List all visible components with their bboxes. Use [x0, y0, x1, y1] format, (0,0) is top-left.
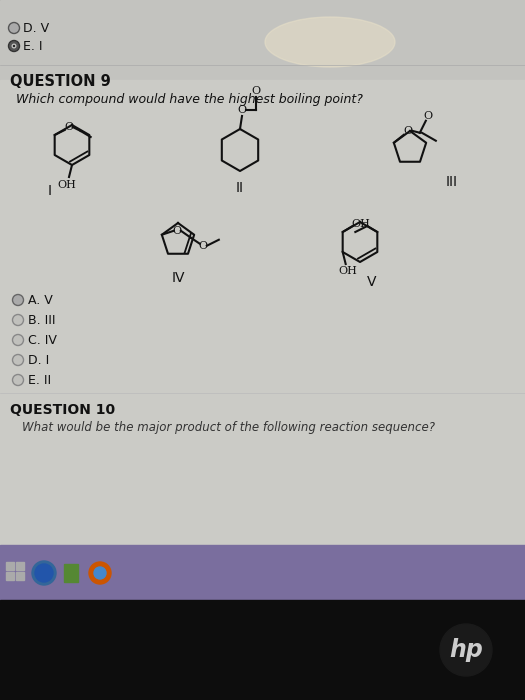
Bar	[16, 562, 24, 570]
Text: O: O	[251, 86, 260, 96]
Circle shape	[8, 22, 19, 34]
Circle shape	[13, 314, 24, 326]
Circle shape	[35, 564, 53, 582]
Circle shape	[89, 562, 111, 584]
Text: O: O	[198, 241, 207, 251]
Bar	[64, 564, 78, 582]
Bar	[6, 562, 14, 570]
Circle shape	[94, 567, 106, 579]
Text: hp: hp	[449, 638, 483, 662]
Text: C. IV: C. IV	[28, 333, 57, 346]
Text: IV: IV	[171, 271, 185, 285]
Circle shape	[13, 295, 24, 305]
Circle shape	[13, 374, 24, 386]
Text: V: V	[368, 275, 377, 289]
Text: III: III	[446, 175, 458, 189]
Bar	[0, 0, 525, 80]
Text: O: O	[403, 126, 413, 136]
Bar	[0, 545, 525, 600]
Text: Which compound would have the highest boiling point?: Which compound would have the highest bo…	[16, 92, 363, 106]
Circle shape	[8, 41, 19, 52]
Text: E. II: E. II	[28, 374, 51, 386]
Text: What would be the major product of the following reaction sequence?: What would be the major product of the f…	[22, 421, 435, 435]
Text: B. III: B. III	[28, 314, 56, 326]
Text: OH: OH	[338, 266, 357, 276]
Circle shape	[440, 624, 492, 676]
Text: I: I	[48, 184, 52, 198]
Text: A. V: A. V	[28, 293, 52, 307]
Text: O: O	[237, 105, 247, 115]
Text: O: O	[423, 111, 433, 120]
Circle shape	[12, 43, 16, 48]
Text: D. V: D. V	[23, 22, 49, 34]
Circle shape	[13, 354, 24, 365]
Text: II: II	[236, 181, 244, 195]
Text: O: O	[172, 225, 182, 236]
Bar	[6, 572, 14, 580]
Circle shape	[13, 45, 15, 47]
Text: QUESTION 10: QUESTION 10	[10, 403, 115, 417]
Text: OH: OH	[58, 180, 77, 190]
Text: E. I: E. I	[23, 39, 43, 52]
Text: OH: OH	[351, 219, 370, 229]
Ellipse shape	[265, 17, 395, 67]
Text: O: O	[64, 122, 74, 132]
Bar	[0, 80, 525, 545]
Bar	[16, 572, 24, 580]
Bar	[0, 600, 525, 700]
Text: D. I: D. I	[28, 354, 49, 367]
Circle shape	[32, 561, 56, 585]
Circle shape	[13, 335, 24, 346]
Text: QUESTION 9: QUESTION 9	[10, 74, 111, 88]
